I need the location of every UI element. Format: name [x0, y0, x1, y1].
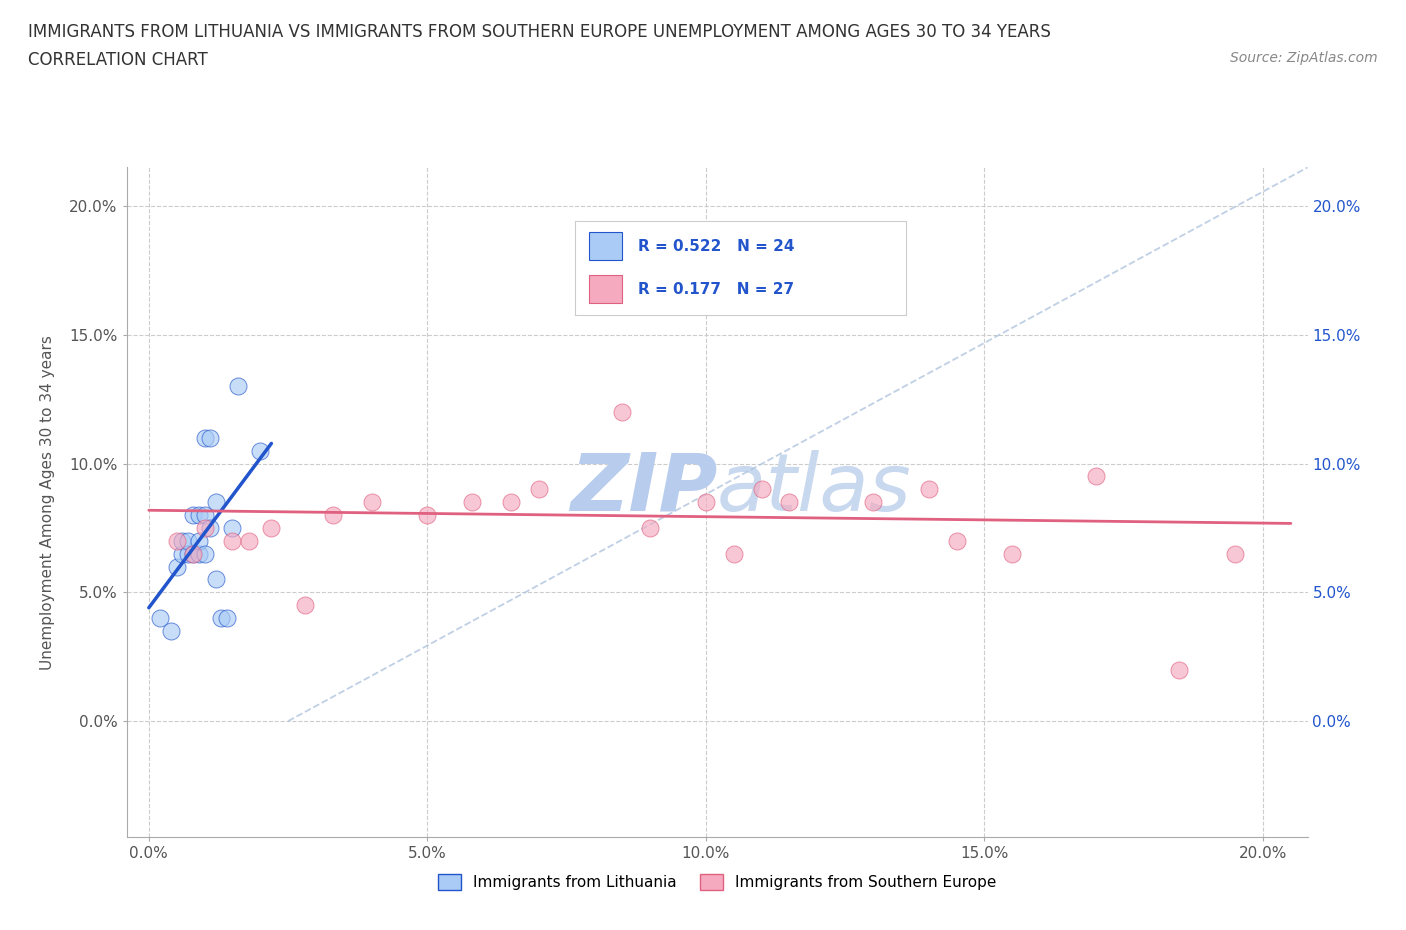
Point [198, 431, 221, 445]
Point [260, 521, 283, 536]
Point [249, 444, 271, 458]
Point [198, 521, 221, 536]
Point [1084, 469, 1107, 484]
Point [188, 546, 211, 561]
Point [1223, 546, 1246, 561]
Text: CORRELATION CHART: CORRELATION CHART [28, 51, 208, 69]
Point [172, 534, 194, 549]
Point [193, 508, 215, 523]
Point [322, 508, 344, 523]
Point [226, 379, 249, 393]
Point [294, 598, 316, 613]
Point [166, 534, 188, 549]
Point [172, 546, 194, 561]
Point [193, 546, 215, 561]
Point [160, 623, 183, 638]
Point [499, 495, 522, 510]
Point [177, 546, 200, 561]
Text: atlas: atlas [717, 450, 912, 528]
Point [188, 508, 211, 523]
Point [177, 534, 200, 549]
Text: R = 0.177   N = 27: R = 0.177 N = 27 [638, 282, 794, 297]
Point [360, 495, 382, 510]
Point [862, 495, 884, 510]
Bar [589, 232, 621, 260]
Point [779, 495, 801, 510]
Text: R = 0.522   N = 24: R = 0.522 N = 24 [638, 239, 794, 254]
Text: Source: ZipAtlas.com: Source: ZipAtlas.com [1230, 51, 1378, 65]
Point [183, 546, 205, 561]
Point [204, 495, 226, 510]
Point [183, 508, 205, 523]
Point [723, 546, 745, 561]
Point [215, 611, 238, 626]
Point [1001, 546, 1024, 561]
Point [527, 482, 550, 497]
Point [209, 611, 232, 626]
Legend: Immigrants from Lithuania, Immigrants from Southern Europe: Immigrants from Lithuania, Immigrants fr… [432, 868, 1002, 897]
Point [638, 521, 661, 536]
Point [204, 572, 226, 587]
Point [583, 276, 606, 291]
Bar [589, 275, 621, 303]
Point [945, 534, 967, 549]
Point [188, 534, 211, 549]
Point [183, 546, 205, 561]
Point [149, 611, 172, 626]
Point [193, 431, 215, 445]
Point [221, 534, 243, 549]
Point [612, 405, 634, 419]
Point [221, 521, 243, 536]
Text: IMMIGRANTS FROM LITHUANIA VS IMMIGRANTS FROM SOUTHERN EUROPE UNEMPLOYMENT AMONG : IMMIGRANTS FROM LITHUANIA VS IMMIGRANTS … [28, 23, 1052, 41]
Point [1168, 662, 1191, 677]
Point [238, 534, 260, 549]
Text: ZIP: ZIP [569, 450, 717, 528]
Y-axis label: Unemployment Among Ages 30 to 34 years: Unemployment Among Ages 30 to 34 years [41, 335, 55, 670]
Point [461, 495, 484, 510]
Point [416, 508, 439, 523]
Point [695, 495, 717, 510]
Point [918, 482, 941, 497]
Point [166, 559, 188, 574]
Point [193, 521, 215, 536]
Point [751, 482, 773, 497]
